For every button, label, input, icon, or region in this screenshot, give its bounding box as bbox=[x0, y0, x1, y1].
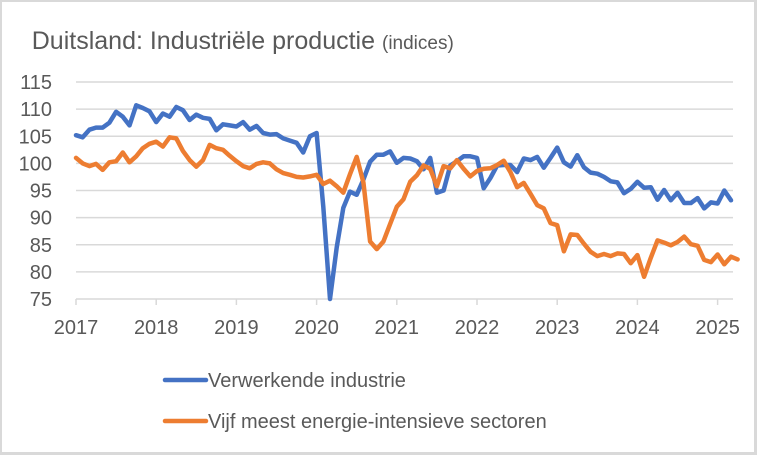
legend-label: Vijf meest energie-intensieve sectoren bbox=[208, 411, 547, 433]
legend-label: Verwerkende industrie bbox=[208, 370, 406, 392]
series-line-verwerkende-industrie bbox=[73, 103, 734, 302]
gridlines bbox=[76, 81, 733, 273]
chart-title: Duitsland: Industriële productie bbox=[32, 27, 375, 55]
y-tick-label: 80 bbox=[30, 262, 52, 284]
x-tick-label: 2025 bbox=[695, 317, 740, 339]
y-tick-label: 95 bbox=[30, 181, 52, 203]
y-tick-label: 115 bbox=[20, 72, 52, 94]
x-tick-label: 2019 bbox=[214, 317, 259, 339]
x-tick-label: 2024 bbox=[615, 317, 660, 339]
x-tick-label: 2020 bbox=[294, 317, 339, 339]
y-tick-label: 90 bbox=[30, 208, 52, 230]
x-tick-label: 2021 bbox=[375, 317, 420, 339]
x-tick-label: 2018 bbox=[134, 317, 179, 339]
y-tick-label: 110 bbox=[20, 99, 52, 121]
series-lines bbox=[73, 103, 740, 302]
y-tick-label: 105 bbox=[19, 126, 52, 148]
y-tick-label: 100 bbox=[19, 153, 52, 175]
legend: Verwerkende industrie Vijf meest energie-… bbox=[162, 370, 547, 433]
x-tick-label: 2023 bbox=[535, 317, 580, 339]
x-tick-label: 2017 bbox=[54, 317, 99, 339]
x-axis: 2017 2018 2019 2020 2021 2022 2023 2024 2025 bbox=[54, 298, 740, 339]
series-line-energie-intensieve-sectoren bbox=[73, 135, 740, 280]
y-axis-ticks: 75 80 85 90 95 100 105 110 115 bbox=[19, 72, 52, 311]
x-tick-label: 2022 bbox=[455, 317, 500, 339]
y-tick-label: 85 bbox=[30, 235, 52, 257]
chart-subtitle: (indices) bbox=[382, 33, 454, 54]
y-tick-label: 75 bbox=[30, 289, 52, 311]
